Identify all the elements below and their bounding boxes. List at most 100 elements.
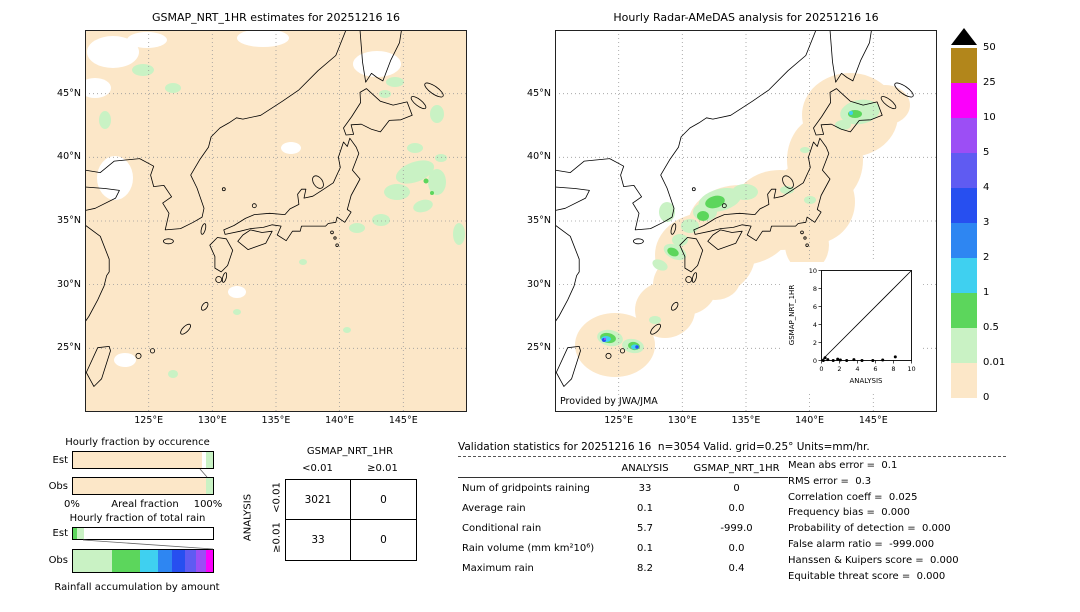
colorbar-overflow-arrow-icon <box>951 28 977 45</box>
lon-tick-label: 125°E <box>134 415 164 426</box>
svg-text:0: 0 <box>813 357 817 365</box>
svg-text:4: 4 <box>813 321 817 329</box>
stats-row-analysis-value: 33 <box>638 482 652 494</box>
bar-segment <box>73 478 206 494</box>
col-header-gsmap: GSMAP_NRT_1HR <box>693 462 780 474</box>
colorbar-block <box>951 48 977 83</box>
colorbar <box>951 48 977 398</box>
validation-table: ANALYSIS GSMAP_NRT_1HR Num of gridpoints… <box>458 461 793 578</box>
scatter-ylabel: GSMAP_NRT_1HR <box>788 285 796 346</box>
areal-fraction-label: Areal fraction <box>111 499 179 510</box>
colorbar-block <box>951 258 977 293</box>
colorbar-labels: 50 25 10 5 4 3 2 1 0.5 0.01 0 <box>983 42 1025 408</box>
lat-tick-label: 45°N <box>527 87 551 99</box>
left-map-title: GSMAP_NRT_1HR estimates for 20251216 16 <box>151 11 401 24</box>
stats-row-label: Rain volume (mm km²10⁶) <box>462 542 595 554</box>
bar-segment <box>112 550 141 572</box>
validation-rows: Num of gridpoints raining 33 0 Average rain… <box>458 478 793 578</box>
score-row: RMS error = 0.3 <box>788 475 872 487</box>
areal-fraction-100: 100% <box>193 499 223 510</box>
colorbar-block <box>951 118 977 153</box>
col-header-analysis: ANALYSIS <box>621 462 669 474</box>
total-rain-est-bar <box>72 527 214 540</box>
bar-segment <box>205 550 213 572</box>
lat-tick-label: 35°N <box>527 215 551 226</box>
bar-connector-lines <box>82 468 214 550</box>
bar-segment <box>77 528 85 539</box>
stats-row-gsmap-value: 0.4 <box>728 562 745 574</box>
lat-tick-label: 40°N <box>57 151 81 163</box>
contingency-cell: 0 <box>380 534 387 546</box>
colorbar-tick-label: 5 <box>983 147 990 158</box>
svg-text:10: 10 <box>809 267 817 275</box>
score-row: Equitable threat score = 0.000 <box>788 570 946 582</box>
stats-row: Num of gridpoints raining 33 0 <box>458 478 793 498</box>
lon-tick-label: 145°E <box>858 415 888 426</box>
stats-row-label: Conditional rain <box>462 522 542 534</box>
lon-tick-label: 140°E <box>795 415 825 426</box>
total-rain-obs-bar <box>72 549 214 573</box>
areal-fraction-0: 0% <box>64 499 80 510</box>
bar-segment <box>205 452 213 468</box>
map-credit: Provided by JWA/JMA <box>560 396 658 407</box>
scatter-inset-canvas: 0 2 4 6 8 10 0 2 4 6 8 10 ANALYSIS GSMAP_NRT_1HR <box>788 267 916 385</box>
lat-tick-label: 30°N <box>57 278 81 290</box>
contingency-row-group: ANALYSIS <box>242 493 254 542</box>
bar-segment <box>201 452 206 468</box>
colorbar-tick-label: 50 <box>983 42 996 53</box>
contingency-col-label: <0.01 <box>302 463 333 474</box>
lon-tick-label: 130°E <box>667 415 697 426</box>
lat-tick-label: 25°N <box>527 342 551 354</box>
colorbar-tick-label: 2 <box>983 252 990 263</box>
colorbar-block <box>951 153 977 188</box>
validation-scores: Mean abs error = 0.1 RMS error = 0.3 Corre… <box>788 458 1006 584</box>
svg-text:0: 0 <box>819 365 823 373</box>
svg-text:6: 6 <box>813 303 817 311</box>
svg-text:10: 10 <box>907 365 915 373</box>
occurrence-est-bar <box>72 451 214 469</box>
colorbar-block <box>951 293 977 328</box>
colorbar-block <box>951 328 977 363</box>
contingency-col-group: GSMAP_NRT_1HR <box>306 446 394 457</box>
bar-segment <box>84 528 213 539</box>
stats-row-analysis-value: 0.1 <box>637 542 653 554</box>
scatter-inset: 0 2 4 6 8 10 0 2 4 6 8 10 ANALYSIS GSMAP_NRT_1HR <box>783 262 920 392</box>
bar-segment <box>184 550 197 572</box>
stats-row-analysis-value: 5.7 <box>637 522 653 534</box>
scatter-points <box>821 355 897 362</box>
colorbar-block <box>951 223 977 258</box>
colorbar-block <box>951 363 977 398</box>
left-map-panel: GSMAP_NRT_1HR estimates for 20251216 16 <box>57 11 468 426</box>
bar-segment <box>172 550 185 572</box>
validation-title: Validation statistics for 20251216 16 n=… <box>458 441 870 453</box>
left-map-canvas <box>79 29 468 413</box>
lon-tick-label: 140°E <box>325 415 355 426</box>
colorbar-tick-label: 25 <box>983 77 996 88</box>
scatter-y-ticks: 0 2 4 6 8 10 <box>809 267 822 365</box>
right-map-panel: Hourly Radar-AMeDAS analysis for 2025121… <box>527 11 938 426</box>
lat-tick-label: 35°N <box>57 215 81 226</box>
divider-dashed <box>458 456 1006 457</box>
colorbar-tick-label: 1 <box>983 287 990 298</box>
lat-tick-label: 30°N <box>527 278 551 290</box>
colorbar-tick-label: 0.01 <box>983 357 1006 368</box>
scatter-x-ticks: 0 2 4 6 8 10 <box>819 360 916 373</box>
stats-row-gsmap-value: -999.0 <box>720 522 753 534</box>
validation-table-header: ANALYSIS GSMAP_NRT_1HR <box>458 461 793 475</box>
colorbar-tick-label: 0 <box>983 392 990 403</box>
stats-row: Conditional rain 5.7 -999.0 <box>458 518 793 538</box>
colorbar-block <box>951 188 977 223</box>
lon-tick-label: 135°E <box>261 415 291 426</box>
score-row: False alarm ratio = -999.000 <box>788 538 935 550</box>
fraction-bars-panel: Hourly fraction by occurence Est Obs 0% … <box>40 436 235 612</box>
scatter-xlabel: ANALYSIS <box>849 377 883 385</box>
total-rain-caption: Rainfall accumulation by amount <box>54 582 220 593</box>
stats-row-label: Num of gridpoints raining <box>462 482 590 494</box>
total-rain-obs-label: Obs <box>48 555 68 566</box>
score-row: Frequency bias = 0.000 <box>788 507 910 519</box>
bar-segment <box>73 528 78 539</box>
lat-tick-label: 40°N <box>527 151 551 163</box>
contingency-cell: 0 <box>351 480 416 520</box>
